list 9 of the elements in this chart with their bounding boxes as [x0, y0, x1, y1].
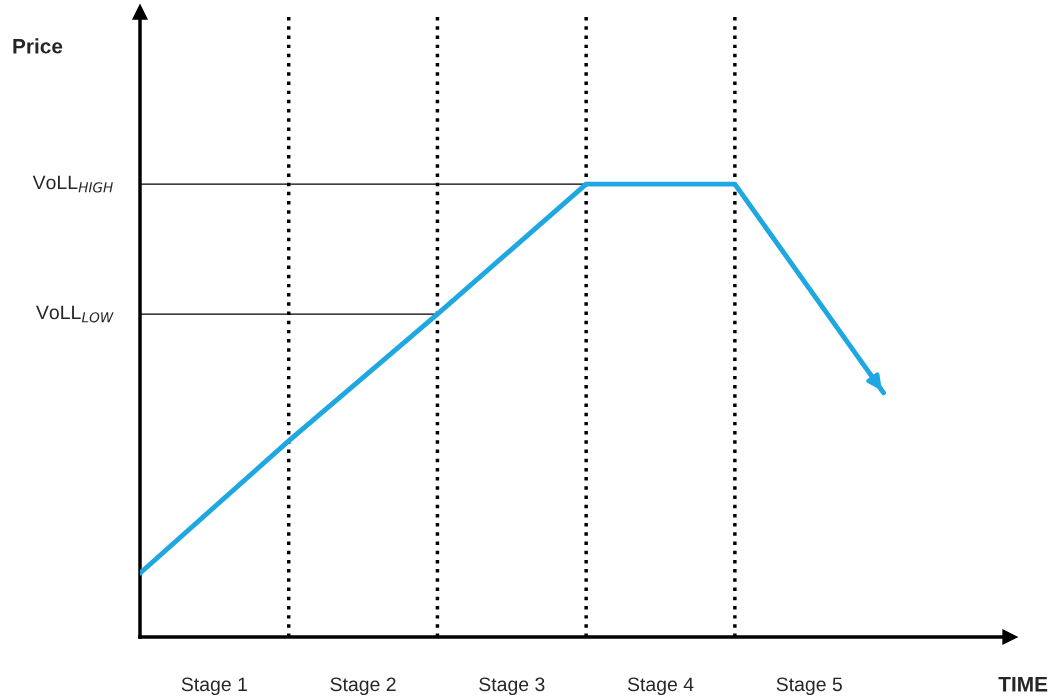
text: Price	[13, 38, 63, 54]
x-axis-title: TIME	[998, 677, 1048, 692]
text: Stage 3	[479, 677, 545, 696]
text: Stage 4	[627, 677, 694, 696]
text: Stage 1	[181, 677, 247, 696]
text: Stage 5	[776, 677, 842, 696]
text: Stage 2	[330, 677, 396, 696]
ref-line-label: VoLL$_{HIGH}$	[32, 175, 113, 193]
ref-line-label: VoLL$_{LOW}$	[36, 305, 114, 323]
